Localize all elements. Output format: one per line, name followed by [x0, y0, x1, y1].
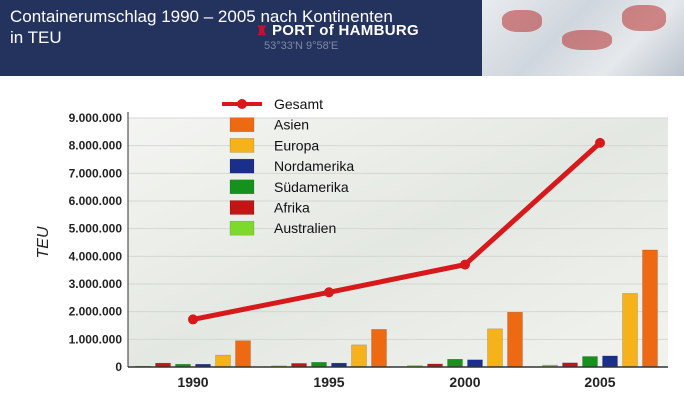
axes: 0 1.000.000 2.000.000 3.000.000 4.000.000 5.0… [69, 111, 668, 390]
axis-labels: TEU [35, 226, 52, 258]
x-tick-label: 1995 [313, 374, 344, 390]
bar-suedamerika-2000 [447, 359, 463, 368]
y-tick-label: 2.000.000 [69, 305, 123, 319]
legend-swatch-australien [229, 220, 255, 236]
bar-asien-2005 [642, 249, 658, 368]
legend-label: Nordamerika [274, 158, 354, 174]
legend-swatch-suedamerika [229, 179, 255, 195]
bar-europa-2000 [487, 328, 503, 368]
page-title: Containerumschlag 1990 – 2005 nach Konti… [10, 7, 393, 47]
gesamt-line [188, 137, 605, 325]
y-tick-label: 1.000.000 [69, 332, 123, 346]
legend-label: Südamerika [274, 179, 349, 195]
legend-label: Gesamt [274, 96, 323, 112]
bar-nordamerika-2000 [467, 359, 483, 368]
bar-asien-1995 [371, 329, 387, 368]
legend-swatch-afrika [229, 200, 255, 215]
gesamt-point-1995 [324, 287, 334, 298]
bar-suedamerika-2005 [582, 356, 598, 368]
legend-label: Europa [274, 137, 319, 153]
container-throughput-chart: 0 1.000.000 2.000.000 3.000.000 4.000.000 5.0… [35, 96, 668, 390]
gesamt-point-2000 [460, 259, 470, 270]
coordinates-label: 53°33'N 9°58'E [264, 40, 339, 52]
logo-text: PORT of HAMBURG [271, 22, 419, 39]
bars [135, 249, 658, 368]
harbor-castle-icon: ♜ [256, 23, 268, 38]
x-tick-label: 2000 [449, 374, 480, 390]
bar-europa-1990 [215, 354, 231, 368]
grid-lines [128, 117, 668, 340]
y-axis-title: TEU [35, 226, 52, 258]
y-tick-label: 4.000.000 [69, 249, 123, 263]
legend-swatch-europa [229, 138, 255, 153]
y-tick-label: 7.000.000 [69, 166, 123, 180]
bar-asien-1990 [235, 340, 251, 368]
gesamt-point-2005 [595, 137, 605, 148]
y-tick-label: 0 [115, 360, 122, 374]
legend-swatch-nordamerika [229, 158, 255, 174]
y-tick-label: 9.000.000 [69, 111, 123, 125]
gesamt-point-1990 [188, 314, 198, 325]
bar-europa-2005 [622, 293, 638, 368]
legend-label: Australien [274, 220, 336, 236]
header-world-map-image [482, 0, 684, 76]
y-tick-label: 6.000.000 [69, 194, 123, 208]
x-tick-label: 1990 [177, 374, 208, 390]
bar-europa-1995 [351, 344, 367, 368]
bar-asien-2000 [507, 311, 523, 368]
legend-swatch-asien [229, 117, 255, 132]
x-tick-label: 2005 [584, 374, 615, 390]
y-tick-label: 8.000.000 [69, 139, 123, 153]
port-logo: ♜ PORT of HAMBURG [256, 22, 419, 39]
bar-nordamerika-2005 [602, 355, 618, 368]
gesamt-series-line [192, 141, 602, 322]
y-tick-label: 5.000.000 [69, 222, 123, 236]
legend: Gesamt Asien Europa Nordamerika Südamerika Af… [222, 96, 354, 236]
legend-label: Asien [274, 117, 309, 133]
y-tick-label: 3.000.000 [69, 277, 123, 291]
legend-marker-gesamt [237, 99, 247, 109]
legend-label: Afrika [274, 200, 310, 216]
header-banner: Containerumschlag 1990 – 2005 nach Konti… [0, 0, 684, 76]
